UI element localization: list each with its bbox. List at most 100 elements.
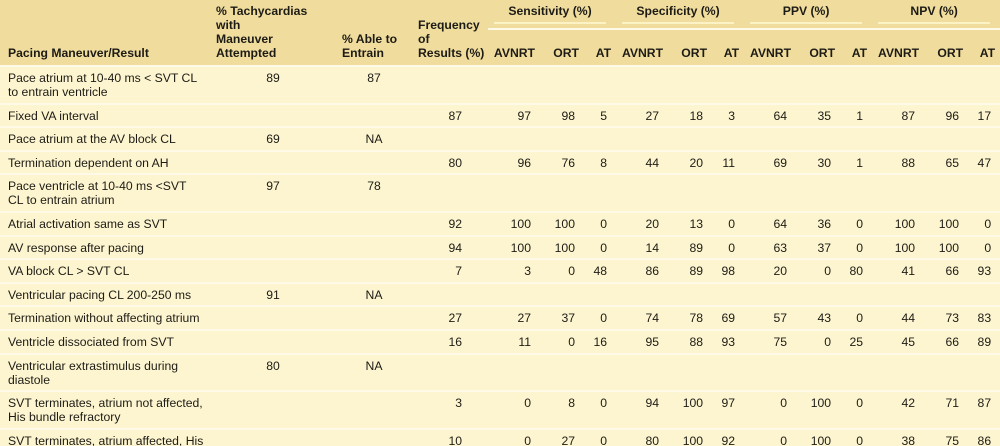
table-header: Pacing Maneuver/Result % Tachycardias wi… (0, 0, 1000, 67)
col-header-pacing-maneuver: Pacing Maneuver/Result (0, 0, 210, 67)
cell-ppv-avnrt: 64 (744, 211, 797, 236)
cell-npv-ort: 100 (924, 211, 969, 236)
col-header-frequency-results: Frequency of Results (%) (412, 0, 488, 67)
cell-npv-avnrt: 44 (872, 305, 925, 330)
cell-sensitivity-ort (540, 66, 584, 104)
cell-pct-attempted (210, 211, 336, 236)
cell-sensitivity-avnrt: 96 (488, 149, 540, 175)
table-row: Termination dependent on AH 80 96 76 8 4… (0, 149, 1000, 175)
cell-frequency: 7 (412, 258, 488, 283)
cell-specificity-at: 0 (712, 234, 745, 260)
cell-pct-attempted (210, 428, 336, 446)
cell-npv-avnrt (872, 281, 925, 307)
cell-specificity-avnrt: 27 (616, 102, 669, 128)
cell-npv-ort: 71 (924, 390, 969, 430)
cell-pct-attempted: 97 (210, 173, 336, 213)
cell-ppv-avnrt: 69 (744, 149, 797, 175)
cell-ppv-avnrt (744, 173, 797, 213)
cell-npv-avnrt: 45 (872, 328, 925, 354)
cell-npv-at: 0 (968, 234, 1000, 260)
subcol-header-avnrt: AVNRT (616, 29, 669, 67)
cell-pct-attempted (210, 102, 336, 128)
cell-frequency (412, 352, 488, 392)
cell-specificity-avnrt (616, 126, 669, 151)
cell-ppv-ort (796, 126, 841, 151)
subcol-header-ort: ORT (924, 29, 969, 67)
cell-ppv-at: 25 (840, 328, 873, 354)
cell-ppv-at (840, 173, 873, 213)
cell-ppv-at (840, 281, 873, 307)
group-header-sensitivity: Sensitivity (%) (488, 0, 617, 31)
cell-frequency: 3 (412, 390, 488, 430)
cell-ppv-at (840, 352, 873, 392)
table-row: SVT terminates, atrium not affected, His… (0, 390, 1000, 430)
group-header-sensitivity-label: Sensitivity (%) (494, 3, 607, 24)
cell-ppv-ort: 0 (796, 258, 841, 283)
cell-ppv-ort (796, 66, 841, 104)
cell-sensitivity-avnrt (488, 352, 540, 392)
cell-frequency (412, 126, 488, 151)
cell-specificity-ort: 100 (668, 390, 713, 430)
cell-frequency: 92 (412, 211, 488, 236)
cell-npv-avnrt (872, 352, 925, 392)
cell-npv-at: 93 (968, 258, 1000, 283)
cell-sensitivity-ort (540, 352, 584, 392)
cell-maneuver: Ventricle dissociated from SVT (0, 328, 210, 354)
cell-pct-attempted: 69 (210, 126, 336, 151)
cell-ppv-ort: 100 (796, 428, 841, 446)
cell-maneuver: Atrial activation same as SVT (0, 211, 210, 236)
cell-specificity-at: 92 (712, 428, 745, 446)
table-row: Ventricular extrastimulus during diastol… (0, 352, 1000, 392)
cell-npv-avnrt: 100 (872, 211, 925, 236)
cell-specificity-at (712, 352, 745, 392)
cell-sensitivity-ort (540, 126, 584, 151)
subcol-header-at: AT (712, 29, 745, 67)
cell-ppv-ort: 35 (796, 102, 841, 128)
cell-ppv-avnrt: 64 (744, 102, 797, 128)
cell-pct-entrain (336, 428, 412, 446)
cell-npv-avnrt: 38 (872, 428, 925, 446)
cell-maneuver: Ventricular pacing CL 200-250 ms (0, 281, 210, 307)
cell-pct-attempted (210, 390, 336, 430)
col-header-tachycardias-attempted: % Tachycardias with Maneuver Attempted (210, 0, 336, 67)
cell-specificity-avnrt: 94 (616, 390, 669, 430)
cell-ppv-at (840, 66, 873, 104)
cell-sensitivity-at (584, 66, 617, 104)
cell-ppv-at: 0 (840, 390, 873, 430)
cell-ppv-at: 0 (840, 234, 873, 260)
cell-frequency (412, 66, 488, 104)
cell-sensitivity-avnrt: 0 (488, 390, 540, 430)
cell-sensitivity-at: 48 (584, 258, 617, 283)
cell-ppv-at: 1 (840, 149, 873, 175)
subcol-header-avnrt: AVNRT (872, 29, 925, 67)
table-row: Ventricular pacing CL 200-250 ms 91 NA (0, 281, 1000, 307)
cell-ppv-ort: 43 (796, 305, 841, 330)
cell-pct-attempted (210, 328, 336, 354)
cell-specificity-ort (668, 352, 713, 392)
cell-specificity-ort: 78 (668, 305, 713, 330)
cell-specificity-avnrt (616, 352, 669, 392)
cell-npv-ort (924, 66, 969, 104)
cell-specificity-ort: 89 (668, 258, 713, 283)
cell-ppv-at: 1 (840, 102, 873, 128)
cell-pct-entrain: NA (336, 126, 412, 151)
cell-sensitivity-ort: 0 (540, 258, 584, 283)
cell-frequency: 94 (412, 234, 488, 260)
cell-ppv-ort (796, 173, 841, 213)
cell-ppv-avnrt (744, 126, 797, 151)
cell-npv-avnrt: 87 (872, 102, 925, 128)
cell-pct-entrain (336, 390, 412, 430)
cell-specificity-ort: 20 (668, 149, 713, 175)
cell-specificity-at (712, 281, 745, 307)
cell-pct-entrain (336, 328, 412, 354)
cell-ppv-avnrt: 0 (744, 428, 797, 446)
cell-ppv-avnrt: 75 (744, 328, 797, 354)
cell-specificity-avnrt: 74 (616, 305, 669, 330)
cell-specificity-avnrt: 44 (616, 149, 669, 175)
cell-specificity-ort (668, 126, 713, 151)
cell-pct-entrain: 78 (336, 173, 412, 213)
cell-specificity-avnrt (616, 173, 669, 213)
cell-pct-entrain: NA (336, 352, 412, 392)
cell-ppv-avnrt (744, 66, 797, 104)
